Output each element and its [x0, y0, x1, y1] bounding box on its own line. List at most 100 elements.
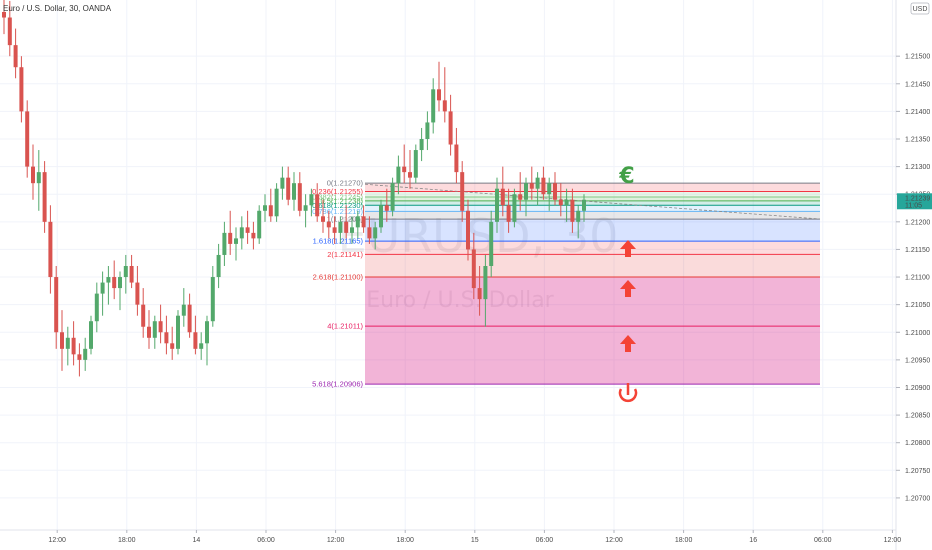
candle[interactable]: [83, 348, 88, 360]
candle[interactable]: [564, 199, 569, 206]
candle[interactable]: [367, 227, 372, 239]
candle[interactable]: [89, 321, 93, 349]
candle[interactable]: [222, 232, 227, 255]
candle[interactable]: [118, 277, 122, 289]
candle[interactable]: [558, 199, 563, 206]
candle[interactable]: [529, 183, 534, 189]
candle[interactable]: [176, 315, 180, 349]
candle[interactable]: [239, 227, 244, 239]
candle[interactable]: [65, 337, 70, 349]
candle[interactable]: [216, 254, 221, 278]
candle[interactable]: [170, 343, 175, 349]
candle[interactable]: [547, 183, 552, 195]
candle[interactable]: [512, 194, 517, 222]
trend-line[interactable]: [364, 183, 821, 220]
candle[interactable]: [25, 111, 30, 167]
candle[interactable]: [431, 89, 436, 123]
candle[interactable]: [570, 199, 575, 222]
candle[interactable]: [2, 12, 6, 18]
candle[interactable]: [123, 266, 128, 278]
candle[interactable]: [419, 139, 424, 151]
candle[interactable]: [466, 210, 470, 250]
candle[interactable]: [506, 205, 511, 222]
candle[interactable]: [460, 172, 465, 211]
candle[interactable]: [274, 188, 279, 217]
candle[interactable]: [7, 17, 12, 46]
candle[interactable]: [205, 321, 209, 344]
candle[interactable]: [187, 304, 192, 333]
candle[interactable]: [181, 304, 186, 316]
candle[interactable]: [437, 89, 441, 101]
candle[interactable]: [54, 277, 59, 333]
candle[interactable]: [471, 249, 476, 289]
candle[interactable]: [402, 166, 407, 173]
candle[interactable]: [344, 221, 349, 233]
candle[interactable]: [36, 172, 41, 184]
candle[interactable]: [483, 266, 488, 300]
candle[interactable]: [413, 150, 418, 178]
candle[interactable]: [100, 282, 105, 294]
candle[interactable]: [286, 177, 291, 200]
candle[interactable]: [303, 205, 308, 211]
candle[interactable]: [60, 332, 64, 349]
candle[interactable]: [553, 183, 557, 200]
candle[interactable]: [210, 277, 215, 322]
candle[interactable]: [112, 277, 117, 289]
candle[interactable]: [477, 288, 482, 300]
candle[interactable]: [315, 194, 320, 217]
candle[interactable]: [489, 221, 494, 266]
candle[interactable]: [77, 354, 82, 360]
candle[interactable]: [31, 166, 35, 184]
candle[interactable]: [234, 238, 238, 244]
candle[interactable]: [193, 332, 198, 349]
candle[interactable]: [448, 111, 453, 145]
candle[interactable]: [338, 221, 343, 233]
candle[interactable]: [518, 194, 523, 200]
candle[interactable]: [251, 232, 256, 239]
candle[interactable]: [257, 210, 262, 239]
candle[interactable]: [152, 321, 157, 338]
candle[interactable]: [71, 337, 76, 355]
candle[interactable]: [326, 221, 331, 228]
currency-button[interactable]: USD: [910, 2, 930, 15]
candle[interactable]: [495, 188, 499, 222]
candle[interactable]: [500, 188, 505, 206]
candle[interactable]: [42, 172, 47, 222]
candle[interactable]: [541, 177, 546, 195]
candle[interactable]: [228, 232, 233, 244]
candle[interactable]: [199, 343, 204, 349]
candle[interactable]: [158, 321, 163, 333]
candle[interactable]: [355, 216, 360, 228]
candle[interactable]: [135, 282, 140, 305]
candle[interactable]: [361, 216, 366, 228]
candle[interactable]: [292, 183, 296, 200]
candle[interactable]: [576, 210, 581, 222]
candle[interactable]: [129, 266, 134, 283]
candle[interactable]: [524, 183, 528, 200]
candle[interactable]: [332, 227, 337, 233]
candle[interactable]: [384, 205, 389, 211]
candle[interactable]: [350, 227, 354, 233]
candle[interactable]: [535, 177, 540, 189]
candle[interactable]: [390, 183, 395, 211]
candle[interactable]: [245, 227, 250, 233]
candle[interactable]: [280, 177, 285, 189]
candle[interactable]: [396, 166, 401, 184]
candle[interactable]: [379, 205, 383, 228]
candle[interactable]: [147, 326, 151, 338]
time-axis[interactable]: 12:00 18:00 14 06:00 12:00 18:00 15 06:00 12:00 1…: [48, 530, 932, 544]
candle[interactable]: [442, 100, 447, 112]
candle[interactable]: [268, 205, 273, 217]
candle[interactable]: [425, 122, 430, 139]
candle[interactable]: [408, 172, 412, 178]
candle[interactable]: [94, 293, 99, 322]
candle[interactable]: [19, 67, 24, 112]
candle[interactable]: [263, 205, 267, 211]
candle[interactable]: [321, 216, 325, 222]
candle[interactable]: [13, 45, 18, 68]
candle[interactable]: [164, 332, 169, 344]
candle[interactable]: [106, 277, 111, 283]
candle[interactable]: [582, 199, 586, 211]
candle[interactable]: [48, 221, 53, 278]
